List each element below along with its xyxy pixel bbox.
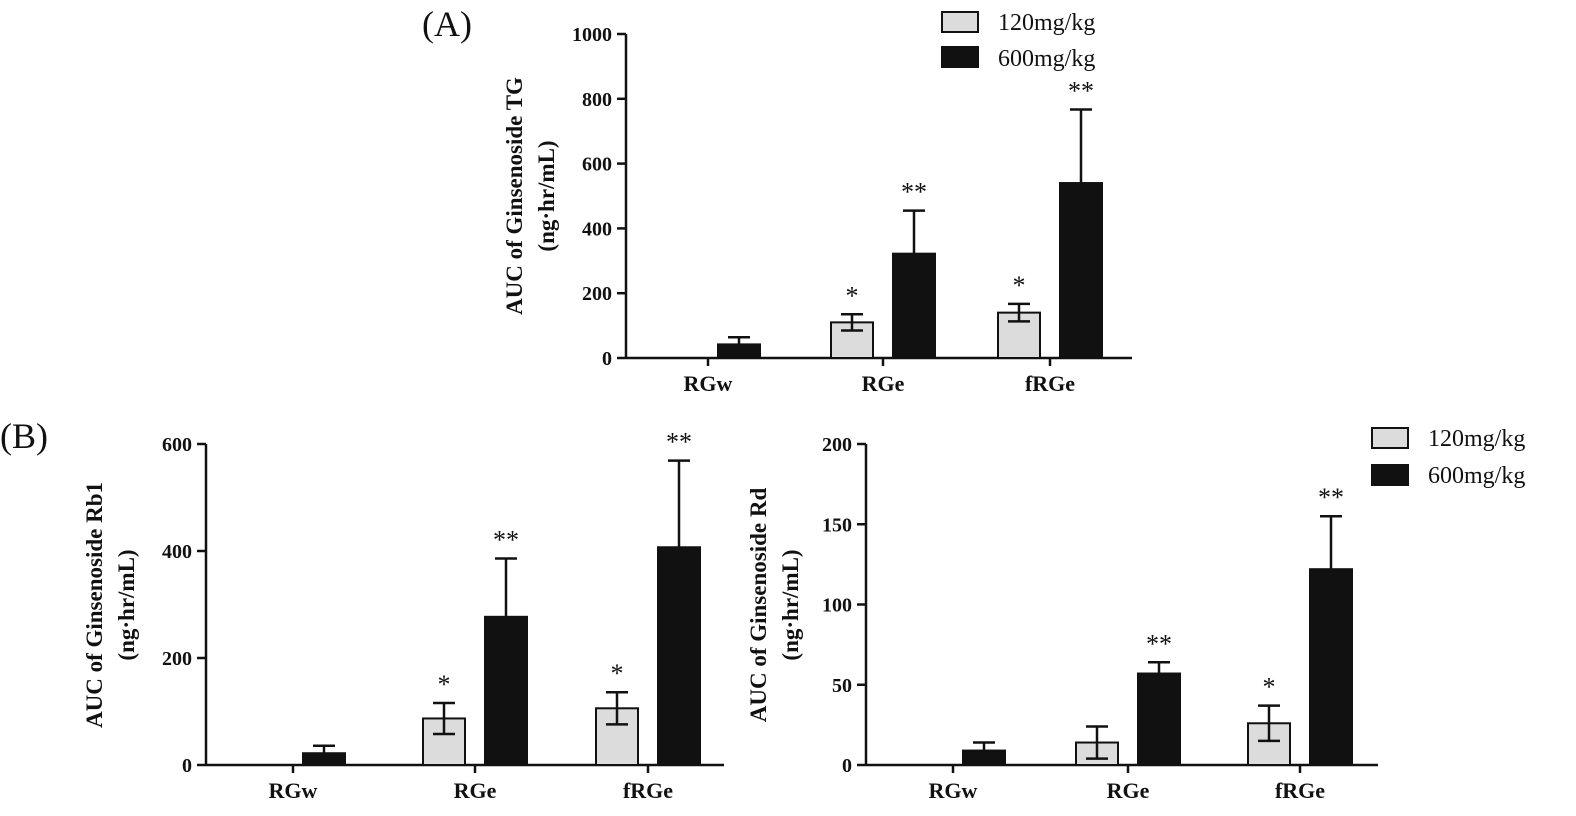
panel-label-b: (B)	[0, 416, 48, 456]
y-axis-label: AUC of Ginsenoside TG	[502, 77, 527, 315]
x-tick-label: RGw	[929, 778, 978, 803]
bar	[657, 546, 701, 766]
y-tick-label: 200	[582, 283, 612, 305]
significance-label: *	[438, 670, 451, 699]
chart-tg: 0 200 400 600 800 1000 RGw RGe fRGe AUC of Ginsen…	[502, 24, 1132, 396]
significance-label: **	[1146, 629, 1172, 658]
significance-label: **	[666, 428, 692, 457]
bar	[1137, 672, 1181, 767]
y-axis-label: AUC of Ginsenoside Rd	[746, 488, 771, 723]
x-tick-label: RGe	[454, 778, 497, 803]
legend-top: 120mg/kg 600mg/kg	[941, 10, 1095, 72]
bar	[1059, 182, 1103, 359]
legend-bottom: 120mg/kg 600mg/kg	[1371, 426, 1525, 489]
bar	[717, 343, 761, 359]
y-tick-label: 200	[822, 434, 852, 456]
significance-label: **	[1068, 76, 1094, 105]
y-tick-label: 600	[162, 434, 192, 456]
chart-rd: 0 50 100 150 200 RGw RGe fRGe AUC of Ginsenoside…	[746, 434, 1378, 803]
bar	[830, 321, 874, 359]
y-tick-label: 0	[602, 348, 612, 370]
x-tick-label: RGw	[684, 371, 733, 396]
y-tick-label: 0	[842, 755, 852, 777]
significance-label: *	[1263, 673, 1276, 702]
y-tick-label: 800	[582, 89, 612, 111]
significance-label: *	[846, 281, 859, 310]
chart-rb1: 0 200 400 600 RGw RGe fRGe AUC of Ginsenoside R…	[82, 428, 724, 803]
x-tick-label: RGe	[1107, 778, 1150, 803]
y-tick-label: 200	[162, 648, 192, 670]
significance-label: *	[611, 659, 624, 688]
legend-label-600: 600mg/kg	[1428, 463, 1525, 489]
bar	[484, 615, 528, 766]
x-tick-label: RGw	[269, 778, 318, 803]
y-tick-label: 600	[582, 154, 612, 176]
legend-label-120: 120mg/kg	[998, 10, 1095, 36]
y-axis-label: AUC of Ginsenoside Rb1	[82, 482, 107, 728]
y-tick-label: 50	[832, 675, 852, 697]
legend-swatch-120	[941, 11, 979, 33]
x-tick-label: fRGe	[1025, 371, 1075, 396]
y-axis-label-units: (ng·hr/mL)	[534, 140, 559, 251]
significance-label: **	[901, 178, 927, 207]
x-tick-label: fRGe	[1275, 778, 1325, 803]
y-axis-label-units: (ng·hr/mL)	[114, 549, 139, 660]
bar	[892, 252, 936, 359]
legend-swatch-600	[1371, 464, 1409, 486]
y-tick-label: 100	[822, 595, 852, 617]
y-axis-label-units: (ng·hr/mL)	[778, 549, 803, 660]
bar	[302, 752, 346, 766]
y-tick-label: 400	[162, 541, 192, 563]
y-tick-label: 150	[822, 514, 852, 536]
panel-label-a: (A)	[422, 4, 472, 44]
bar	[1309, 568, 1353, 766]
y-tick-label: 0	[182, 755, 192, 777]
x-tick-label: RGe	[862, 371, 905, 396]
legend-swatch-600	[941, 46, 979, 68]
x-tick-label: fRGe	[623, 778, 673, 803]
significance-label: **	[1318, 483, 1344, 512]
legend-label-600: 600mg/kg	[998, 46, 1095, 72]
significance-label: **	[493, 525, 519, 554]
y-tick-label: 1000	[572, 24, 612, 46]
legend-label-120: 120mg/kg	[1428, 426, 1525, 452]
significance-label: *	[1013, 271, 1026, 300]
y-tick-label: 400	[582, 218, 612, 240]
legend-swatch-120	[1371, 427, 1409, 449]
bar	[962, 749, 1006, 766]
